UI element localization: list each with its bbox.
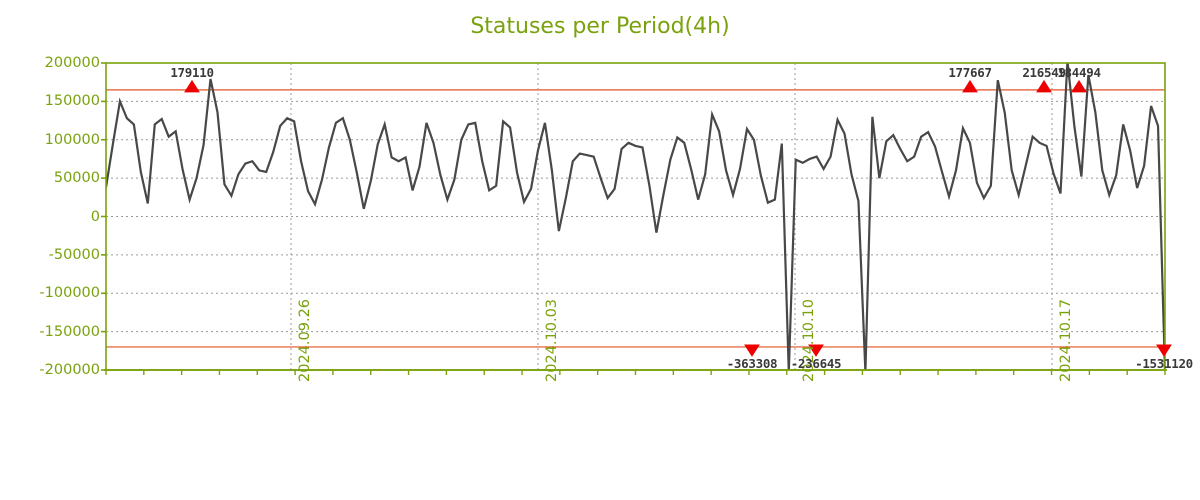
x-axis-tick-label: 2024.10.17: [1058, 298, 1074, 382]
anomaly-marker-triangle[interactable]: [1156, 344, 1172, 357]
y-axis-tick-label: 200000: [44, 55, 100, 71]
anomaly-value-label: -236645: [790, 355, 842, 371]
anomaly-value-label: -363308: [726, 355, 778, 371]
y-axis-tick-label: 50000: [53, 170, 100, 187]
y-axis-tick-labels: 200000 150000 100000 50000 0 -50000 -100000 -15…: [0, 0, 100, 500]
y-axis-tick-label: -150000: [39, 323, 100, 340]
anomaly-value-label: 216549: [1022, 64, 1066, 80]
y-axis-tick-label: -100000: [39, 285, 100, 302]
anomaly-value-label: 184494: [1057, 64, 1101, 80]
anomaly-marker-triangle[interactable]: [808, 344, 824, 357]
anomaly-marker-triangle[interactable]: [962, 79, 978, 93]
anomaly-marker-triangle[interactable]: [184, 79, 200, 93]
anomaly-value-label: -1531120: [1135, 355, 1193, 371]
y-axis-tick-label: 150000: [44, 93, 100, 110]
anomaly-marker-triangle[interactable]: [1036, 79, 1052, 93]
anomaly-value-label: 177667: [948, 64, 992, 80]
x-axis-tick-label: 2024.09.26: [297, 298, 313, 382]
x-axis-tick-label: 2024.10.03: [544, 298, 560, 382]
anomaly-marker-triangle[interactable]: [1071, 79, 1087, 93]
data-series-line: [106, 63, 1165, 370]
y-axis-tick-label: -50000: [48, 246, 100, 263]
y-axis-tick-label: 0: [90, 208, 100, 225]
anomaly-value-label: 179110: [170, 64, 214, 80]
y-axis-tick-label: 100000: [44, 131, 100, 148]
chart-title: Statuses per Period(4h): [470, 14, 730, 39]
anomaly-marker-triangle[interactable]: [744, 344, 760, 357]
y-axis-tick-label: -200000: [39, 362, 100, 378]
